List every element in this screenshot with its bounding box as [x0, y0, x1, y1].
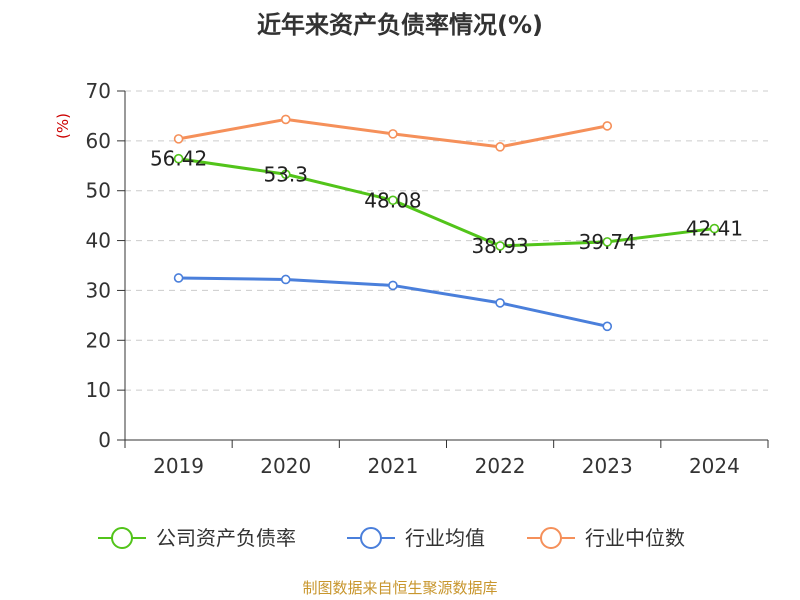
data-point [495, 142, 505, 152]
y-tick-labels: 0 10 20 30 40 50 60 70 [86, 79, 111, 452]
x-tick-labels: 2019 2020 2021 2022 2023 2024 [153, 454, 740, 478]
legend-label: 公司资产负债率 [156, 526, 296, 550]
legend-marker [111, 527, 133, 549]
gridlines [125, 90, 768, 391]
data-point [173, 153, 184, 164]
y-tick-label: 70 [86, 79, 111, 103]
series-line-1 [178, 157, 715, 248]
data-point [602, 237, 613, 247]
data-point [173, 273, 184, 283]
data-point [602, 321, 613, 332]
y-tick-label: 60 [86, 129, 111, 153]
legend-label: 行业中位数 [585, 526, 685, 550]
legend-item-1[interactable]: 公司资产负债率 [98, 526, 296, 550]
x-tick-label: 2019 [153, 454, 204, 478]
data-point [709, 223, 720, 234]
data-label: 38.93 [471, 234, 528, 258]
x-tick-label: 2024 [689, 454, 740, 478]
y-tick-label: 50 [86, 179, 111, 203]
data-point [388, 195, 398, 206]
data-point [495, 298, 505, 308]
axes [117, 90, 769, 448]
y-tick-label: 0 [98, 428, 111, 452]
data-point [388, 280, 398, 291]
data-point [602, 121, 613, 131]
legend-marker [540, 527, 562, 549]
data-point [388, 129, 398, 139]
y-tick-label: 20 [86, 328, 111, 352]
data-point [280, 274, 291, 285]
data-label: 39.74 [579, 230, 636, 254]
y-tick-label: 10 [86, 378, 111, 402]
series-group [173, 114, 720, 332]
data-label: 53.3 [263, 162, 308, 186]
chart-title: 近年来资产负债率情况(%) [257, 11, 543, 39]
x-tick-label: 2023 [582, 454, 633, 478]
legend-marker [360, 527, 382, 549]
y-axis-unit: (%) [54, 113, 72, 139]
source-note: 制图数据来自恒生聚源数据库 [302, 579, 497, 597]
x-tick-label: 2021 [367, 454, 418, 478]
data-label: 56.42 [150, 147, 207, 171]
y-tick-label: 40 [86, 229, 111, 253]
data-point [495, 241, 505, 251]
legend[interactable]: 公司资产负债率 行业均值 行业中位数 [98, 526, 685, 550]
y-tick-label: 30 [86, 278, 111, 302]
legend-label: 行业均值 [405, 526, 485, 550]
data-labels: 56.42 53.3 48.08 38.93 39.74 42.41 [150, 147, 743, 258]
data-point [173, 134, 184, 144]
data-point [280, 114, 291, 125]
legend-item-3[interactable]: 行业中位数 [527, 526, 685, 550]
legend-item-2[interactable]: 行业均值 [347, 526, 485, 550]
data-point [280, 169, 291, 180]
data-label: 42.41 [686, 217, 743, 241]
x-tick-label: 2022 [475, 454, 526, 478]
data-label: 48.08 [364, 188, 421, 212]
x-tick-label: 2020 [260, 454, 311, 478]
